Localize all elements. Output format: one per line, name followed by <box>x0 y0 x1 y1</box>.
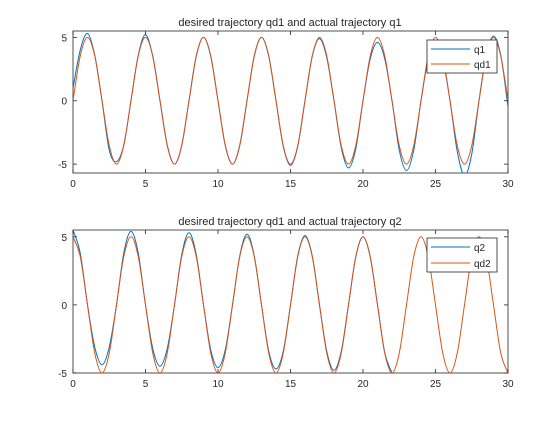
x-ticks: 0 5 10 15 20 25 30 <box>70 230 514 390</box>
legend: q2 qd2 <box>426 237 498 273</box>
x-tick-label: 15 <box>285 379 297 390</box>
legend: q1 qd1 <box>426 39 498 74</box>
x-ticks: 0 5 10 15 20 25 30 <box>70 31 514 190</box>
series-line-qd1 <box>73 36 508 165</box>
x-tick-label: 25 <box>430 179 442 190</box>
legend-label-q1: q1 <box>474 45 486 56</box>
x-tick-label: 5 <box>143 379 149 390</box>
y-tick-label: 0 <box>61 97 67 108</box>
chart-title: desired trajectory qd1 and actual trajec… <box>178 17 401 29</box>
legend-label-q2: q2 <box>474 243 486 254</box>
y-ticks: -5 0 5 <box>58 233 508 380</box>
legend-box <box>426 237 498 273</box>
x-tick-label: 20 <box>357 379 369 390</box>
subplot-top: desired trajectory qd1 and actual trajec… <box>58 17 514 190</box>
x-tick-label: 20 <box>357 179 369 190</box>
x-tick-label: 0 <box>70 179 76 190</box>
x-tick-label: 30 <box>502 179 514 190</box>
x-tick-label: 0 <box>70 379 76 390</box>
x-tick-label: 15 <box>285 179 297 190</box>
plot-lines <box>73 230 508 373</box>
legend-box <box>426 39 498 74</box>
x-tick-label: 25 <box>430 379 442 390</box>
y-tick-label: 5 <box>61 233 67 244</box>
x-tick-label: 10 <box>212 379 224 390</box>
subplot-bottom: desired trajectory qd1 and actual trajec… <box>58 216 514 390</box>
series-line-qd2 <box>73 236 508 373</box>
y-tick-label: 0 <box>61 301 67 312</box>
x-tick-label: 10 <box>212 179 224 190</box>
legend-label-qd2: qd2 <box>474 259 491 270</box>
x-tick-label: 5 <box>143 179 149 190</box>
y-tick-label: -5 <box>58 160 67 171</box>
legend-label-qd1: qd1 <box>474 60 491 71</box>
y-tick-label: 5 <box>61 33 67 44</box>
y-tick-label: -5 <box>58 369 67 380</box>
chart-title: desired trajectory qd1 and actual trajec… <box>178 216 401 228</box>
y-ticks: -5 0 5 <box>58 33 508 171</box>
x-tick-label: 30 <box>502 379 514 390</box>
